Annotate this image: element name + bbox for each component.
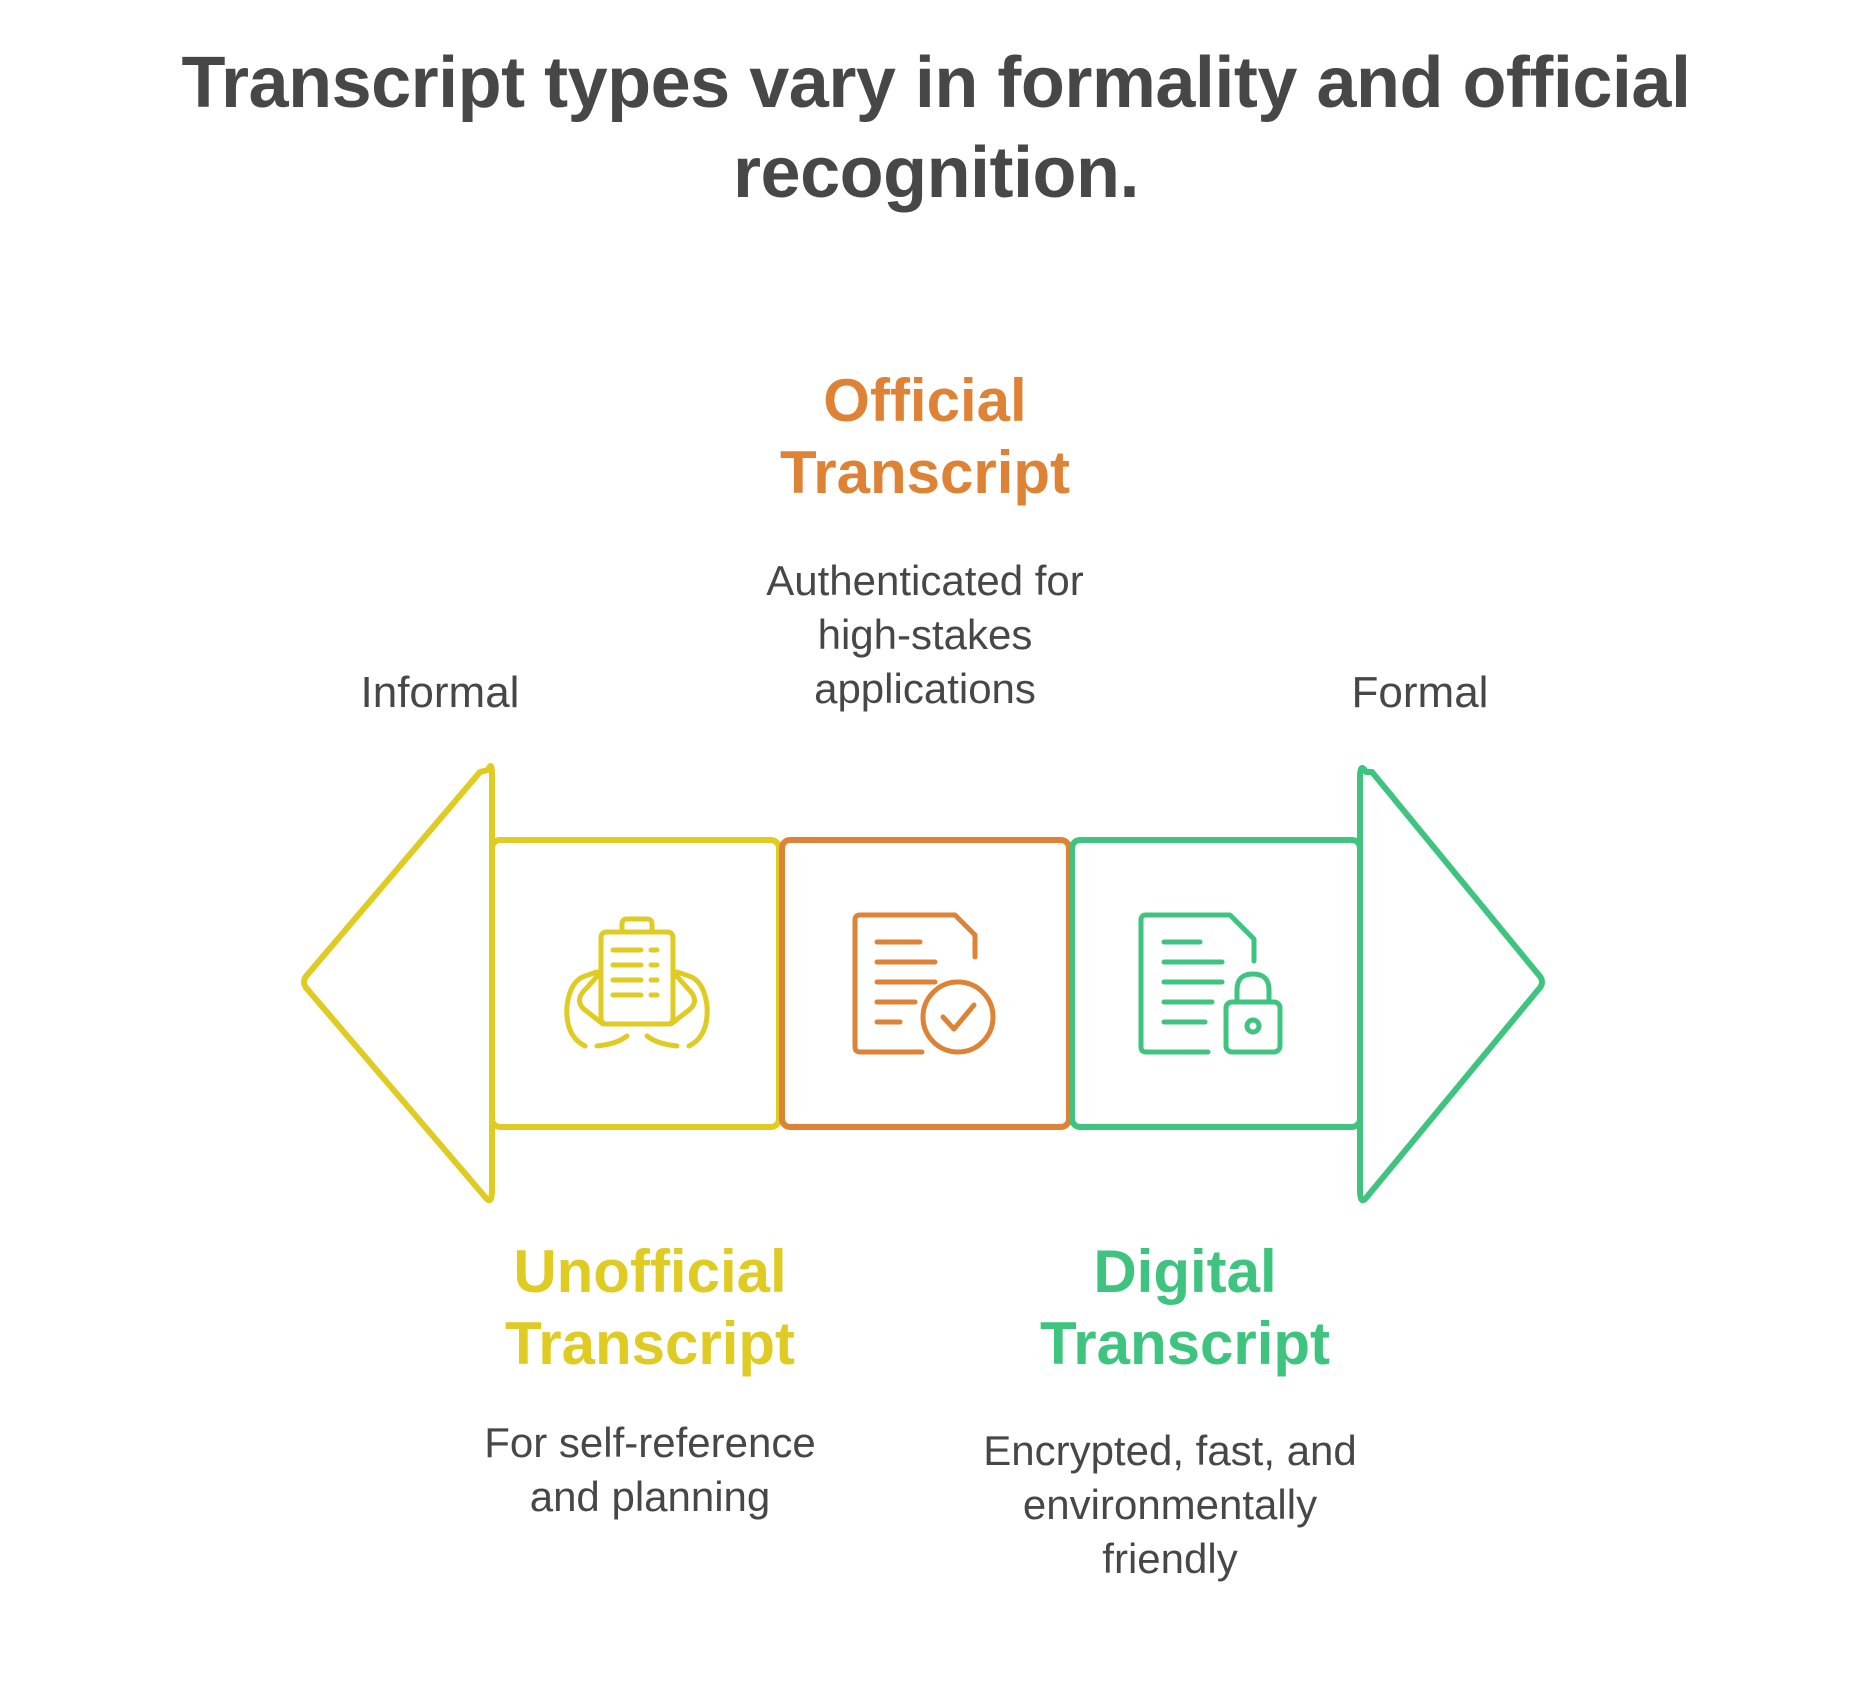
- digital-box: [1069, 837, 1363, 1130]
- unofficial-box: [489, 837, 782, 1130]
- hands-holding-clipboard-icon: [564, 916, 710, 1049]
- left-arrowhead: [301, 763, 495, 1204]
- digital-heading: Digital Transcript: [1039, 1238, 1331, 1377]
- scale-label-informal: Informal: [360, 668, 520, 717]
- page-title: Transcript types vary in formality and o…: [181, 43, 1691, 213]
- unofficial-description: For self-reference and planning: [484, 1419, 816, 1520]
- digital-description: Encrypted, fast, and environmentally fri…: [983, 1427, 1357, 1582]
- official-heading: Official Transcript: [779, 367, 1071, 506]
- scale-label-formal: Formal: [1351, 668, 1489, 717]
- document-check-icon: [852, 912, 996, 1055]
- unofficial-heading: Unofficial Transcript: [504, 1238, 796, 1377]
- right-arrowhead: [1357, 765, 1545, 1204]
- document-lock-icon: [1138, 912, 1283, 1055]
- official-description: Authenticated for high-stakes applicatio…: [766, 557, 1084, 712]
